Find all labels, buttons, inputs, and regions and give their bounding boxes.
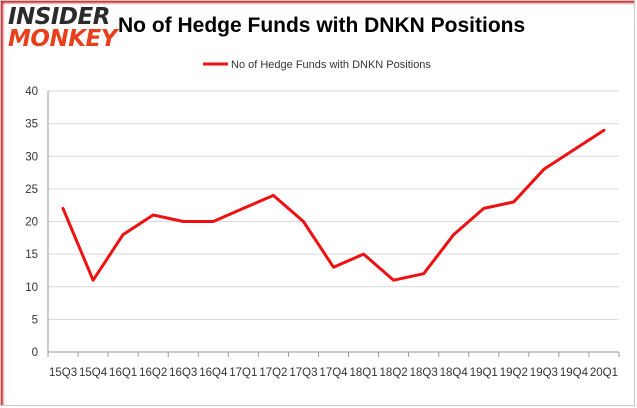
chart-title: No of Hedge Funds with DNKN Positions (118, 14, 526, 37)
data-point (512, 200, 516, 204)
data-point (452, 233, 455, 236)
data-point (602, 128, 606, 132)
data-point (242, 207, 245, 210)
series-line (61, 128, 606, 282)
y-tick-label: 25 (25, 184, 38, 196)
x-tick-label: 17Q1 (229, 367, 257, 379)
data-point (422, 272, 425, 275)
y-tick-label: 20 (25, 217, 38, 229)
data-point (572, 148, 576, 151)
data-point (151, 213, 155, 217)
x-tick-label: 16Q4 (199, 367, 228, 379)
data-point (302, 220, 305, 223)
x-tick-label: 15Q3 (49, 367, 77, 379)
x-tick-label: 17Q2 (259, 367, 287, 379)
x-tick-label: 19Q3 (530, 367, 558, 379)
data-point (61, 207, 65, 210)
logo-line-1: INSIDER (8, 4, 110, 30)
data-point (182, 220, 185, 223)
y-tick-label: 10 (25, 282, 38, 294)
x-tick-label: 19Q1 (470, 367, 498, 379)
x-tick-label: 18Q1 (349, 367, 377, 379)
x-tick-label: 19Q4 (560, 367, 589, 379)
data-point (362, 252, 365, 256)
data-point (91, 279, 95, 282)
x-tick-label: 17Q4 (319, 367, 348, 379)
y-tick-label: 5 (32, 314, 38, 326)
data-point (482, 207, 485, 210)
x-tick-label: 18Q2 (380, 367, 408, 379)
data-point (121, 233, 125, 236)
x-tick-label: 16Q3 (169, 367, 197, 379)
x-tick-label: 17Q3 (289, 367, 317, 379)
y-tick-label: 15 (25, 249, 38, 261)
data-point (212, 220, 215, 223)
x-tick-label: 18Q4 (440, 367, 469, 379)
legend-label: No of Hedge Funds with DNKN Positions (231, 59, 431, 71)
x-tick-label: 20Q1 (590, 367, 618, 379)
x-tick-label: 16Q1 (109, 367, 137, 379)
x-tick-label: 15Q4 (79, 367, 108, 379)
y-tick-label: 30 (25, 151, 38, 163)
data-point (542, 168, 546, 171)
data-point (272, 194, 275, 197)
x-tick-label: 18Q3 (410, 367, 438, 379)
insider-monkey-logo: INSIDER MONKEY (8, 4, 117, 52)
data-point (332, 265, 335, 269)
y-tick-label: 35 (25, 119, 38, 131)
data-point (392, 279, 395, 282)
logo-line-2: MONKEY (8, 26, 117, 52)
x-tick-label: 16Q2 (139, 367, 167, 379)
y-tick-label: 40 (25, 86, 38, 98)
x-tick-label: 19Q2 (500, 367, 528, 379)
y-tick-label: 0 (32, 347, 38, 359)
